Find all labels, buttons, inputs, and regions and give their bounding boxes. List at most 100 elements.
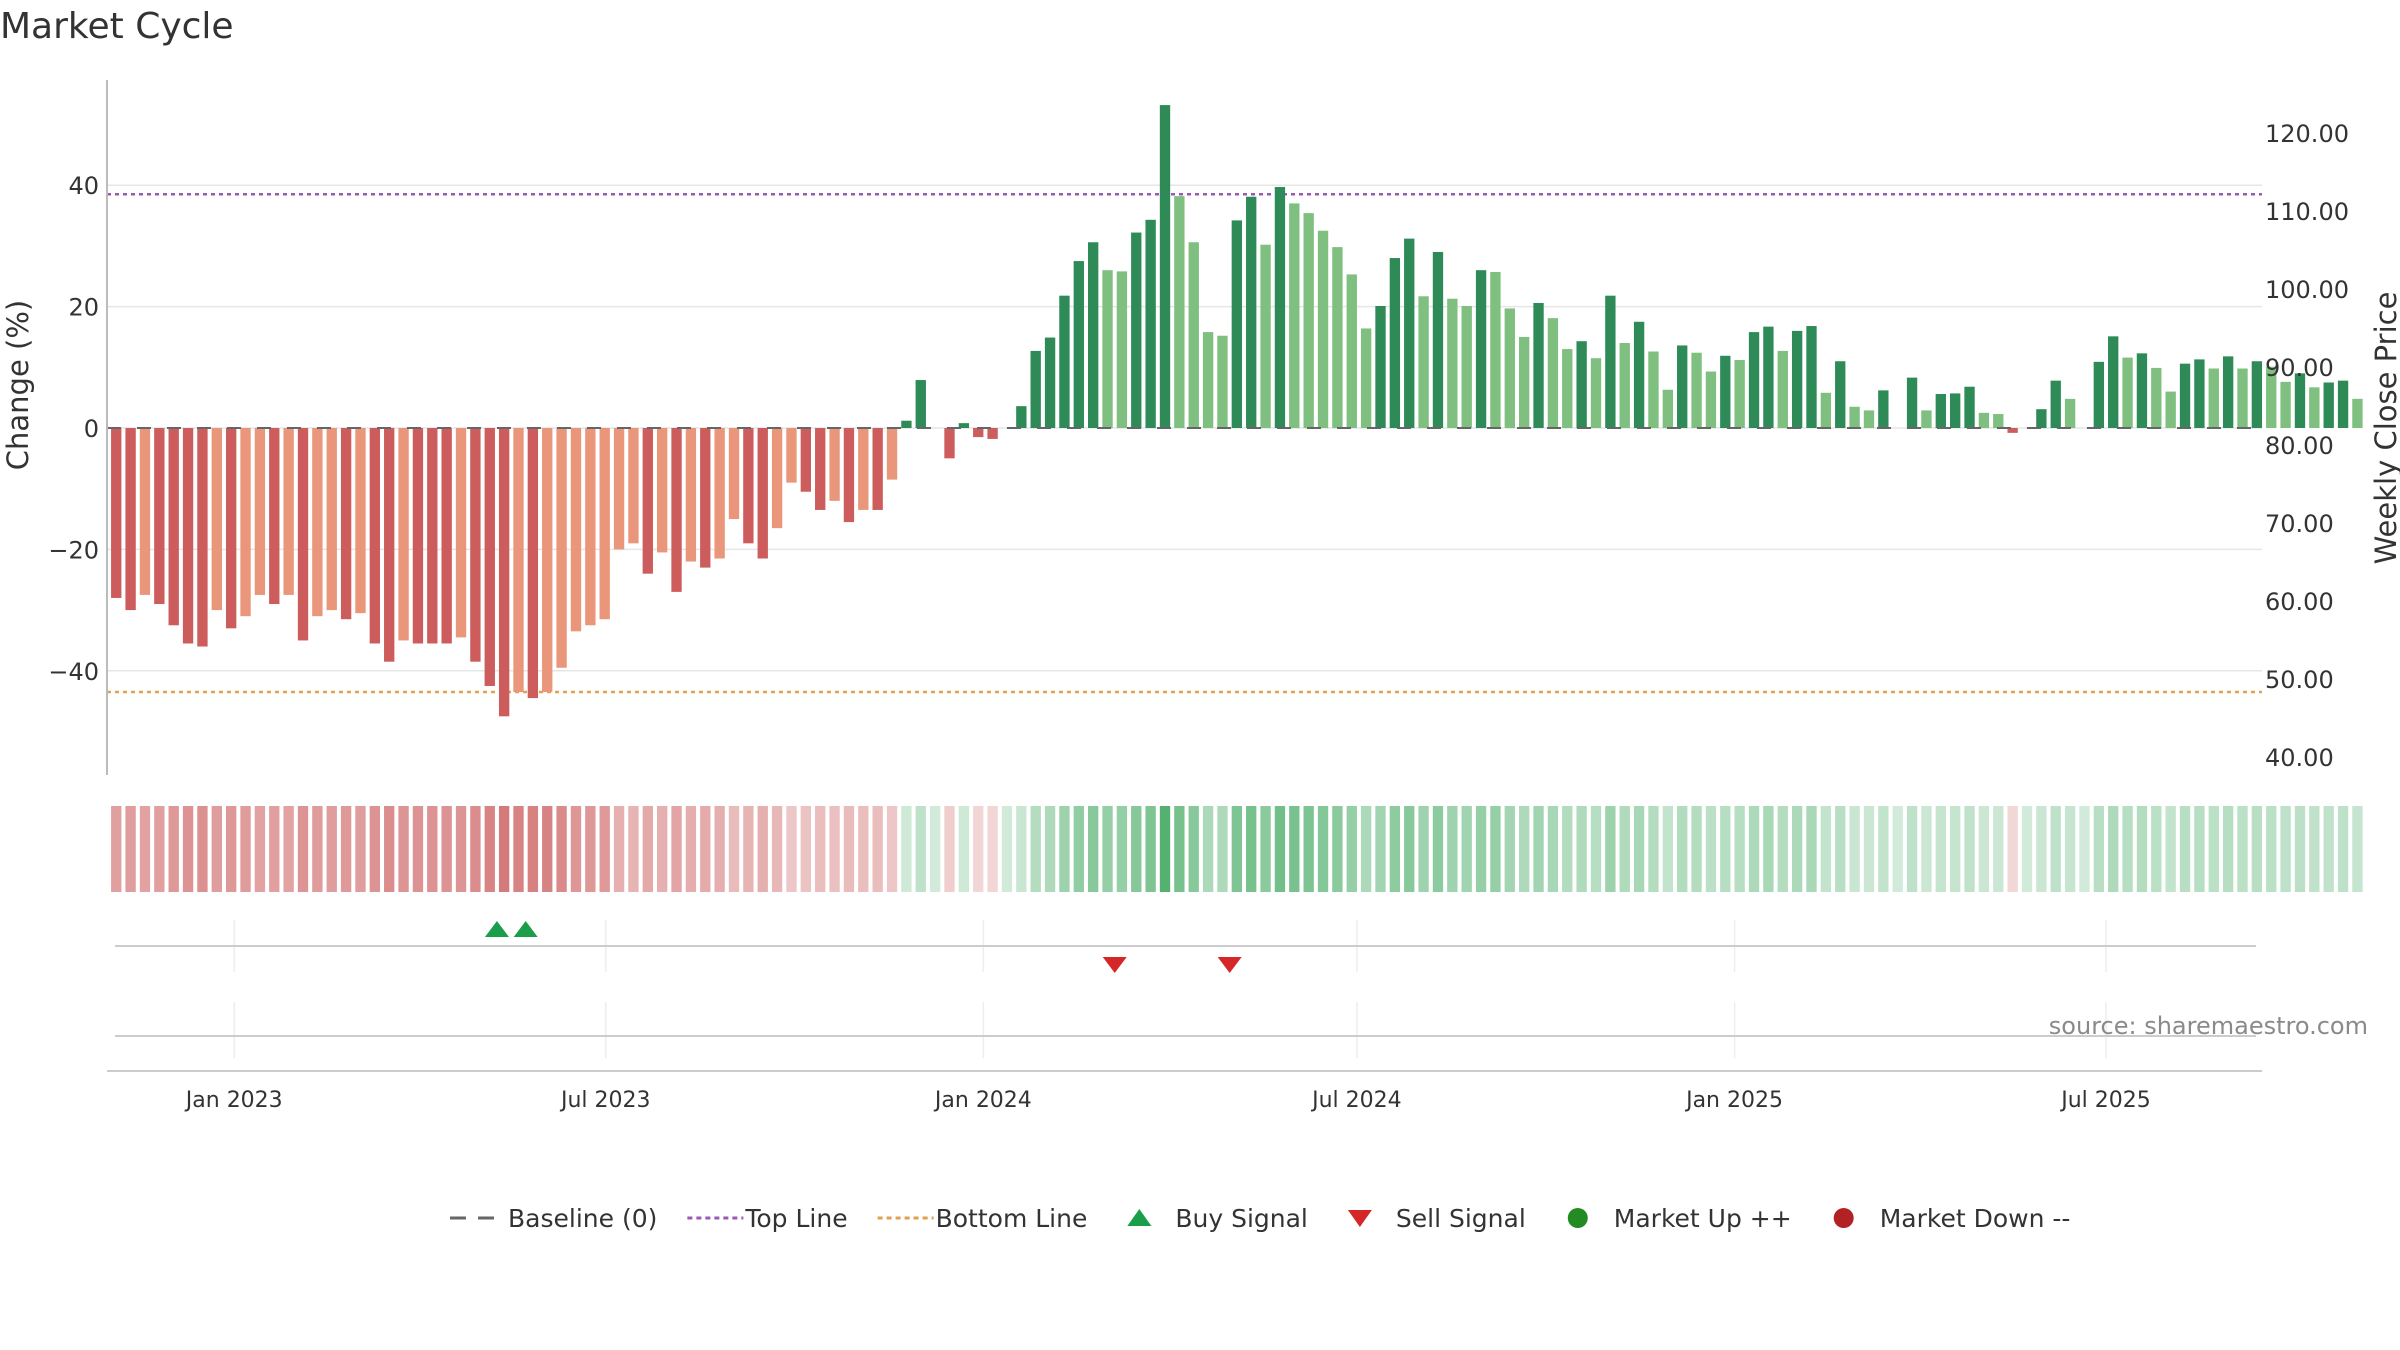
heat-cell xyxy=(1274,806,1286,892)
heat-cell xyxy=(944,806,955,892)
bar xyxy=(685,428,697,562)
bar xyxy=(398,428,409,641)
heat-cell xyxy=(1246,806,1257,892)
bar xyxy=(1404,238,1415,428)
heat-cell xyxy=(1677,806,1688,892)
legend-item: Top Line xyxy=(687,1204,848,1233)
heat-cell xyxy=(815,806,826,892)
bar xyxy=(427,428,438,644)
bar xyxy=(297,428,309,641)
heat-cell xyxy=(958,806,970,892)
heat-cell xyxy=(2021,806,2033,892)
heat-cell xyxy=(1116,806,1128,892)
heat-cell xyxy=(1030,806,1041,892)
heat-cell xyxy=(1705,806,1717,892)
heat-cell xyxy=(2007,806,2018,892)
heat-cell xyxy=(1317,806,1329,892)
heat-cell xyxy=(771,806,783,892)
heat-cell xyxy=(1001,806,1013,892)
bar xyxy=(1217,335,1228,428)
heat-cell xyxy=(1432,806,1444,892)
bar xyxy=(1835,361,1846,428)
heat-cell xyxy=(1102,806,1113,892)
bar xyxy=(1777,350,1788,428)
bar xyxy=(340,428,352,620)
heat-cell xyxy=(2237,806,2248,892)
heat-cell xyxy=(728,806,740,892)
bar xyxy=(1475,270,1487,428)
bar xyxy=(2337,380,2349,428)
bar xyxy=(815,428,826,510)
bar xyxy=(728,428,740,520)
heat-cell xyxy=(254,806,266,892)
legend-label: Market Up ++ xyxy=(1614,1204,1792,1233)
heat-cell xyxy=(2093,806,2105,892)
signal-panel xyxy=(115,920,2256,1058)
bar xyxy=(1202,332,1214,428)
y2-tick-label: 90.00 xyxy=(2265,354,2334,382)
bar xyxy=(829,428,840,501)
heat-cell xyxy=(1073,806,1084,892)
bar xyxy=(656,428,668,553)
bar xyxy=(154,428,165,605)
heat-cell xyxy=(182,806,194,892)
heat-cell xyxy=(1777,806,1788,892)
bar xyxy=(326,428,337,611)
bar xyxy=(987,428,998,439)
bar xyxy=(269,428,280,605)
heat-cell xyxy=(1145,806,1156,892)
bar xyxy=(2165,391,2176,428)
bar xyxy=(2093,361,2105,428)
heat-cell xyxy=(2337,806,2349,892)
bar xyxy=(1518,336,1530,428)
bar xyxy=(1949,393,1961,428)
bar xyxy=(1633,321,1645,428)
bar xyxy=(1576,341,1587,428)
bar xyxy=(1978,412,1990,428)
y2-tick-label: 110.00 xyxy=(2265,198,2349,226)
heat-cell xyxy=(1059,806,1070,892)
legend-item: Buy Signal xyxy=(1127,1204,1308,1233)
bar xyxy=(2294,373,2306,428)
bar xyxy=(1116,271,1128,428)
y2-tick-label: 40.00 xyxy=(2265,744,2334,772)
bar xyxy=(1547,318,1559,428)
bar xyxy=(1878,390,1889,428)
bar xyxy=(1993,414,2004,428)
bar xyxy=(441,428,452,644)
heat-cell xyxy=(987,806,998,892)
bar xyxy=(1059,295,1070,428)
bar xyxy=(384,428,395,662)
bar xyxy=(1964,386,1975,428)
bar xyxy=(700,428,711,568)
bar xyxy=(1906,377,1918,428)
y2-axis-label: Weekly Close Price xyxy=(2369,292,2400,565)
heat-cell xyxy=(1289,806,1300,892)
heat-cell xyxy=(1633,806,1645,892)
heat-cell xyxy=(1389,806,1401,892)
bar xyxy=(1188,242,1199,428)
heat-cell xyxy=(312,806,323,892)
bar xyxy=(1820,392,1832,428)
legend-swatch xyxy=(1127,1209,1152,1226)
heat-cell xyxy=(154,806,165,892)
bar xyxy=(599,428,610,620)
bar xyxy=(2237,368,2248,428)
bar xyxy=(1677,345,1688,428)
bar xyxy=(771,428,783,529)
bar xyxy=(470,428,481,662)
bar xyxy=(886,428,898,480)
heat-cell xyxy=(1547,806,1559,892)
heat-cell xyxy=(1375,806,1386,892)
bar xyxy=(2323,382,2334,428)
heat-cell xyxy=(613,806,625,892)
buy-signal-marker xyxy=(484,921,509,937)
bar xyxy=(1705,371,1717,428)
bar xyxy=(2266,366,2277,428)
heat-cell xyxy=(1447,806,1458,892)
heat-cell xyxy=(1016,806,1027,892)
bar xyxy=(1346,274,1357,428)
bar xyxy=(2208,368,2219,428)
bar xyxy=(858,428,869,510)
heat-cell xyxy=(800,806,812,892)
